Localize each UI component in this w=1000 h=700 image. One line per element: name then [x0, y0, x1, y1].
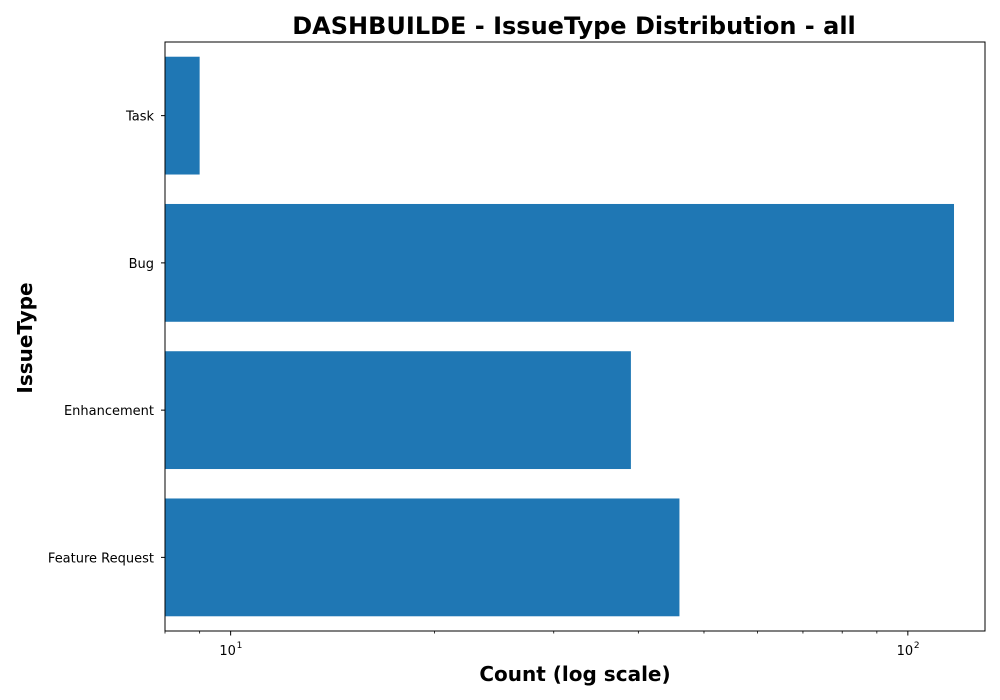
bar-bug — [165, 203, 955, 322]
bars — [165, 56, 955, 617]
x-tick-label-base: 10 — [219, 644, 236, 659]
bar-feature-request — [165, 498, 680, 617]
y-axis-label: IssueType — [13, 282, 37, 393]
y-tick-label-enhancement: Enhancement — [64, 404, 154, 419]
chart-title: DASHBUILDE - IssueType Distribution - al… — [292, 12, 856, 40]
bar-enhancement — [165, 351, 631, 470]
plot-frame — [164, 41, 986, 632]
x-tick-label: 10 1 — [219, 641, 242, 659]
y-tick-label-feature-request: Feature Request — [48, 551, 154, 566]
y-axis: Task Bug Enhancement Feature Request — [48, 110, 165, 566]
bar-task — [165, 56, 200, 175]
x-axis: 10 1 10 2 — [164, 631, 920, 659]
x-tick-label-base: 10 — [897, 644, 914, 659]
x-tick-label-exponent: 1 — [237, 641, 243, 651]
x-tick-label-exponent: 2 — [914, 641, 920, 651]
x-axis-label: Count (log scale) — [479, 662, 670, 686]
x-tick-label: 10 2 — [897, 641, 920, 659]
y-tick-label-task: Task — [125, 110, 155, 125]
y-tick-label-bug: Bug — [129, 257, 154, 272]
